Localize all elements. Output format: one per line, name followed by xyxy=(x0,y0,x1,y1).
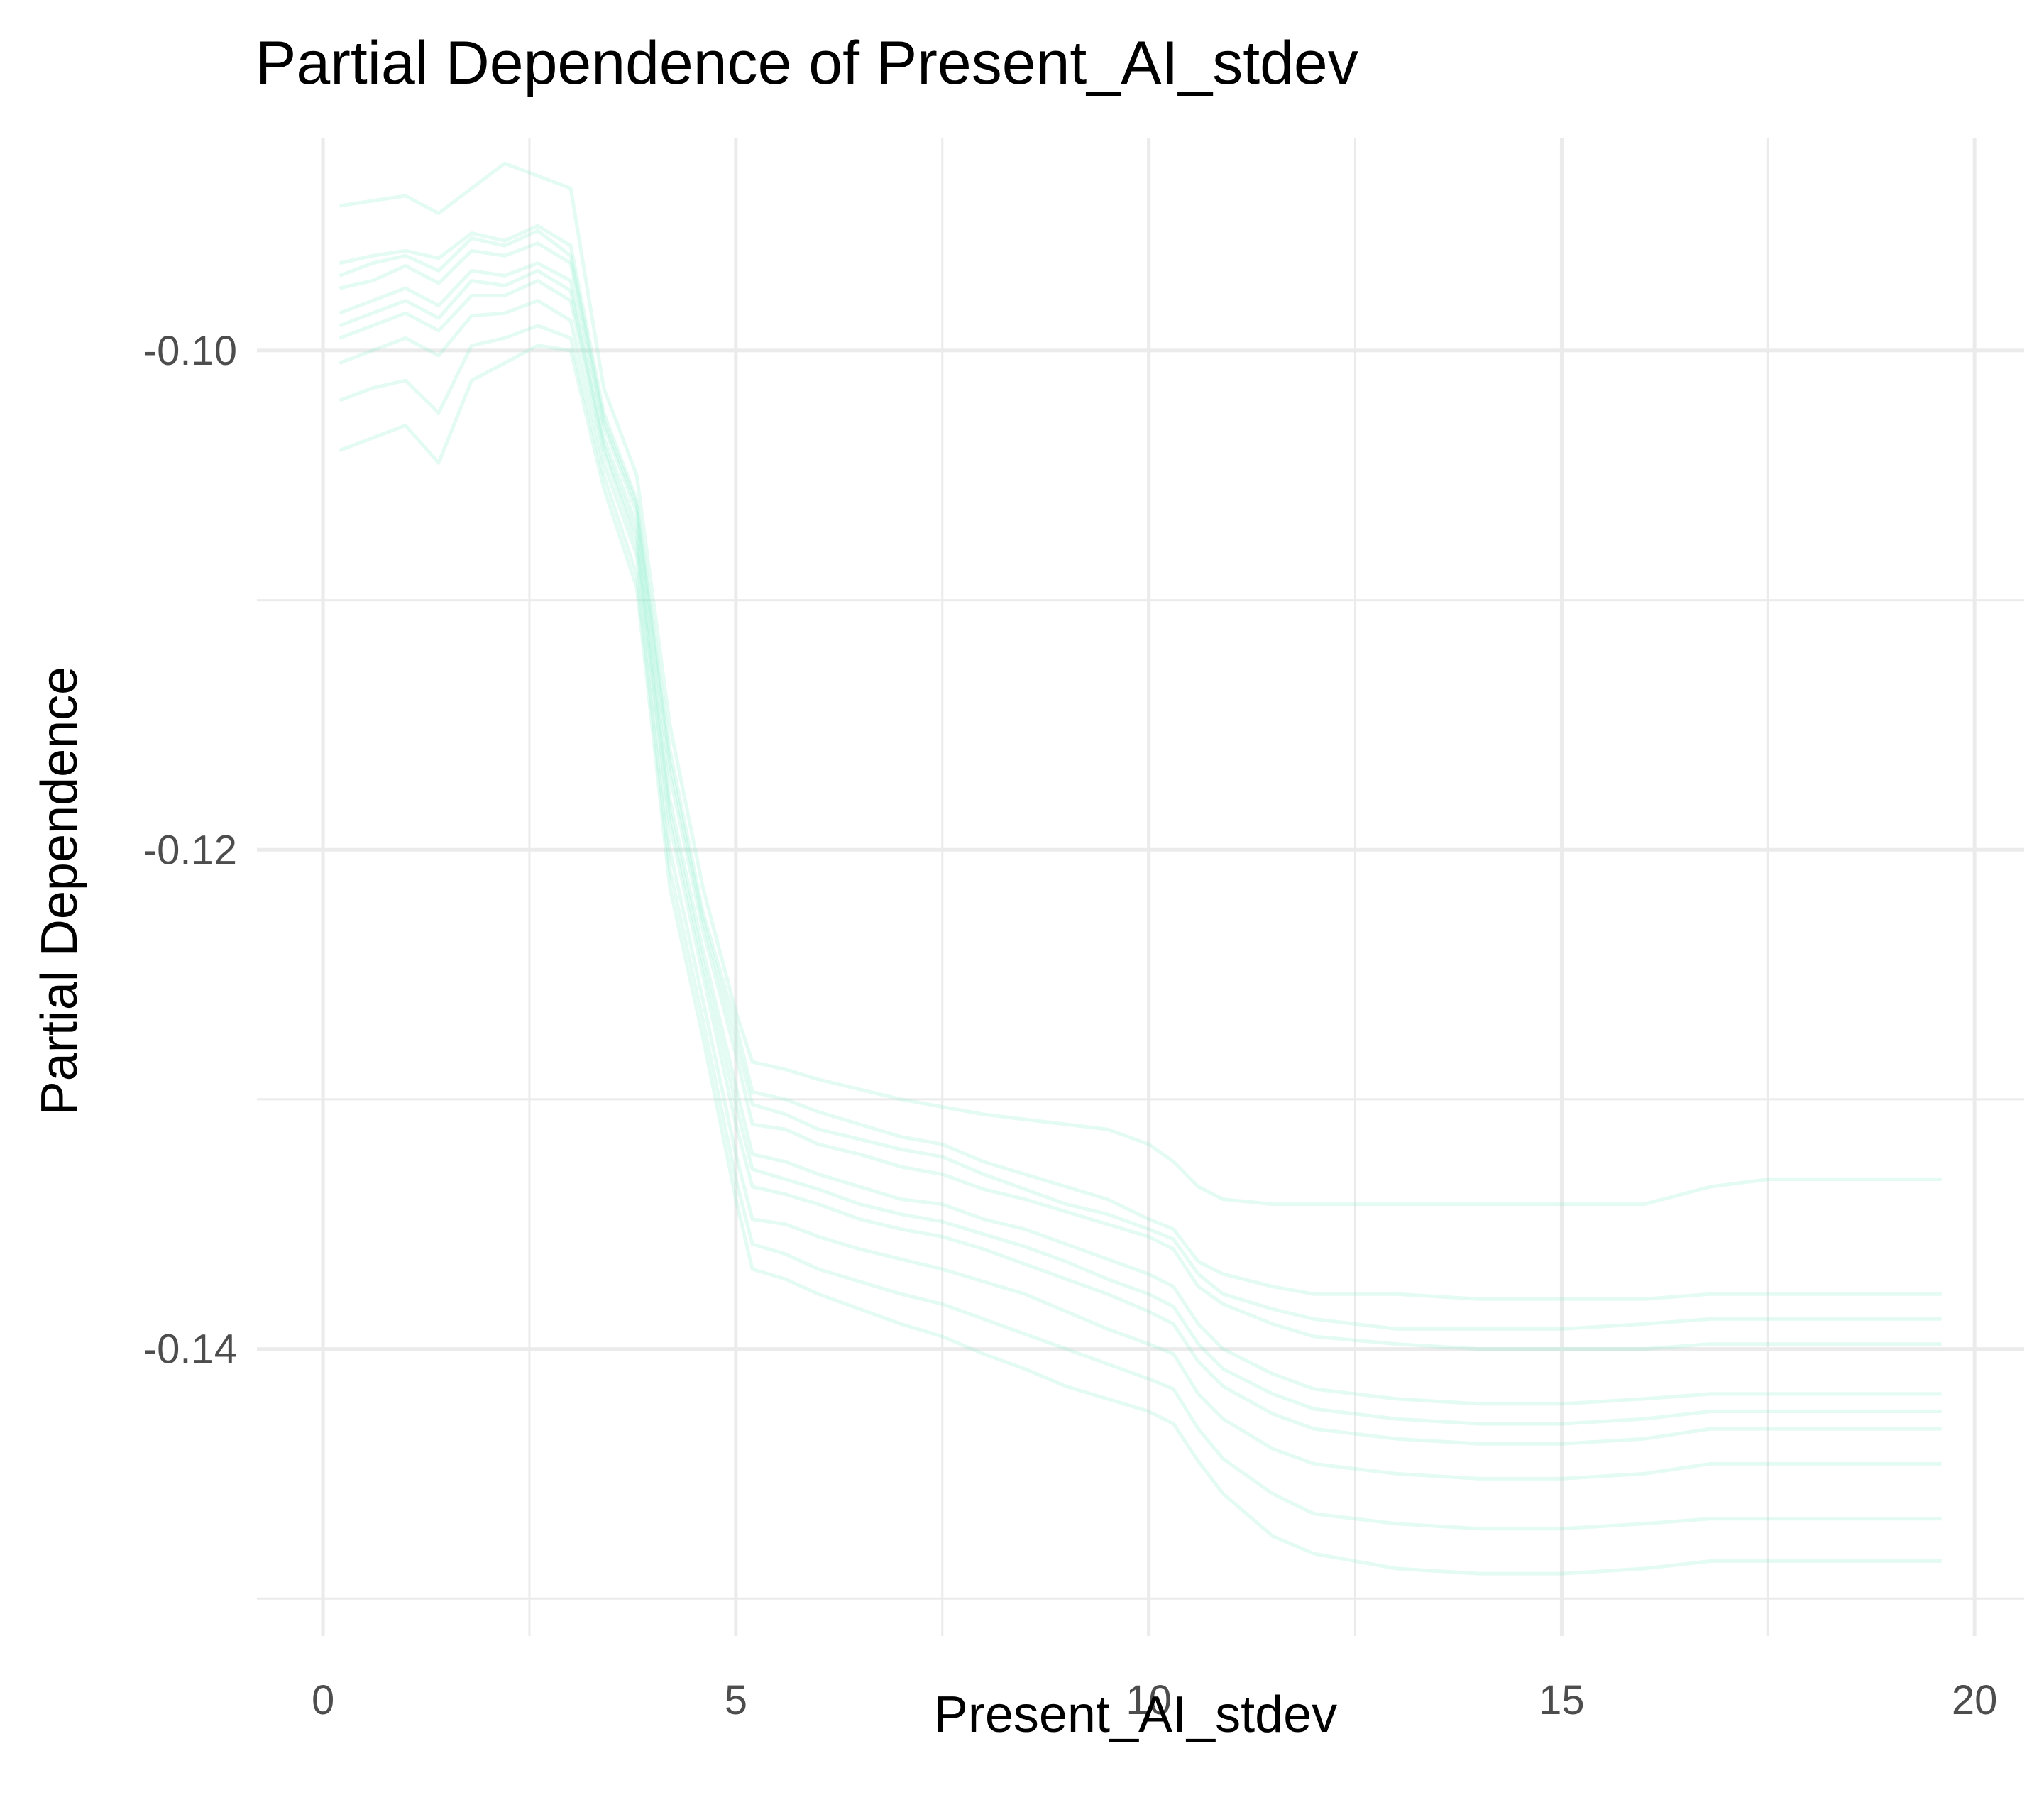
x-axis-title: Present_AI_stdev xyxy=(934,1686,1337,1743)
y-tick-label: -0.12 xyxy=(143,827,237,873)
x-tick-label: 15 xyxy=(1539,1677,1585,1723)
ice-line-6 xyxy=(339,344,1942,1576)
grid-lines xyxy=(257,138,2024,1636)
y-axis-title: Partial Dependence xyxy=(31,666,88,1115)
x-tick-label: 5 xyxy=(725,1677,747,1723)
x-tick-label: 10 xyxy=(1126,1677,1172,1723)
ice-line-1 xyxy=(339,224,1942,1301)
chart-title: Partial Dependence of Present_AI_stdev xyxy=(256,29,1358,97)
ice-line-3 xyxy=(339,261,1942,1406)
ice-line-9 xyxy=(339,268,1942,1426)
ice-line-7 xyxy=(339,161,1942,1207)
ice-line-8 xyxy=(339,229,1942,1331)
tick-labels: 0 5 10 15 20 -0.10 -0.12 -0.14 xyxy=(143,328,1998,1723)
ice-line-4 xyxy=(339,279,1942,1446)
ice-lines xyxy=(339,161,1942,1576)
x-tick-label: 0 xyxy=(312,1677,334,1723)
y-tick-label: -0.10 xyxy=(143,328,237,374)
x-tick-label: 20 xyxy=(1952,1677,1998,1723)
y-tick-label: -0.14 xyxy=(143,1327,237,1373)
ice-line-2 xyxy=(339,241,1942,1351)
ice-line-5 xyxy=(339,299,1942,1481)
ice-line-10 xyxy=(339,324,1942,1531)
